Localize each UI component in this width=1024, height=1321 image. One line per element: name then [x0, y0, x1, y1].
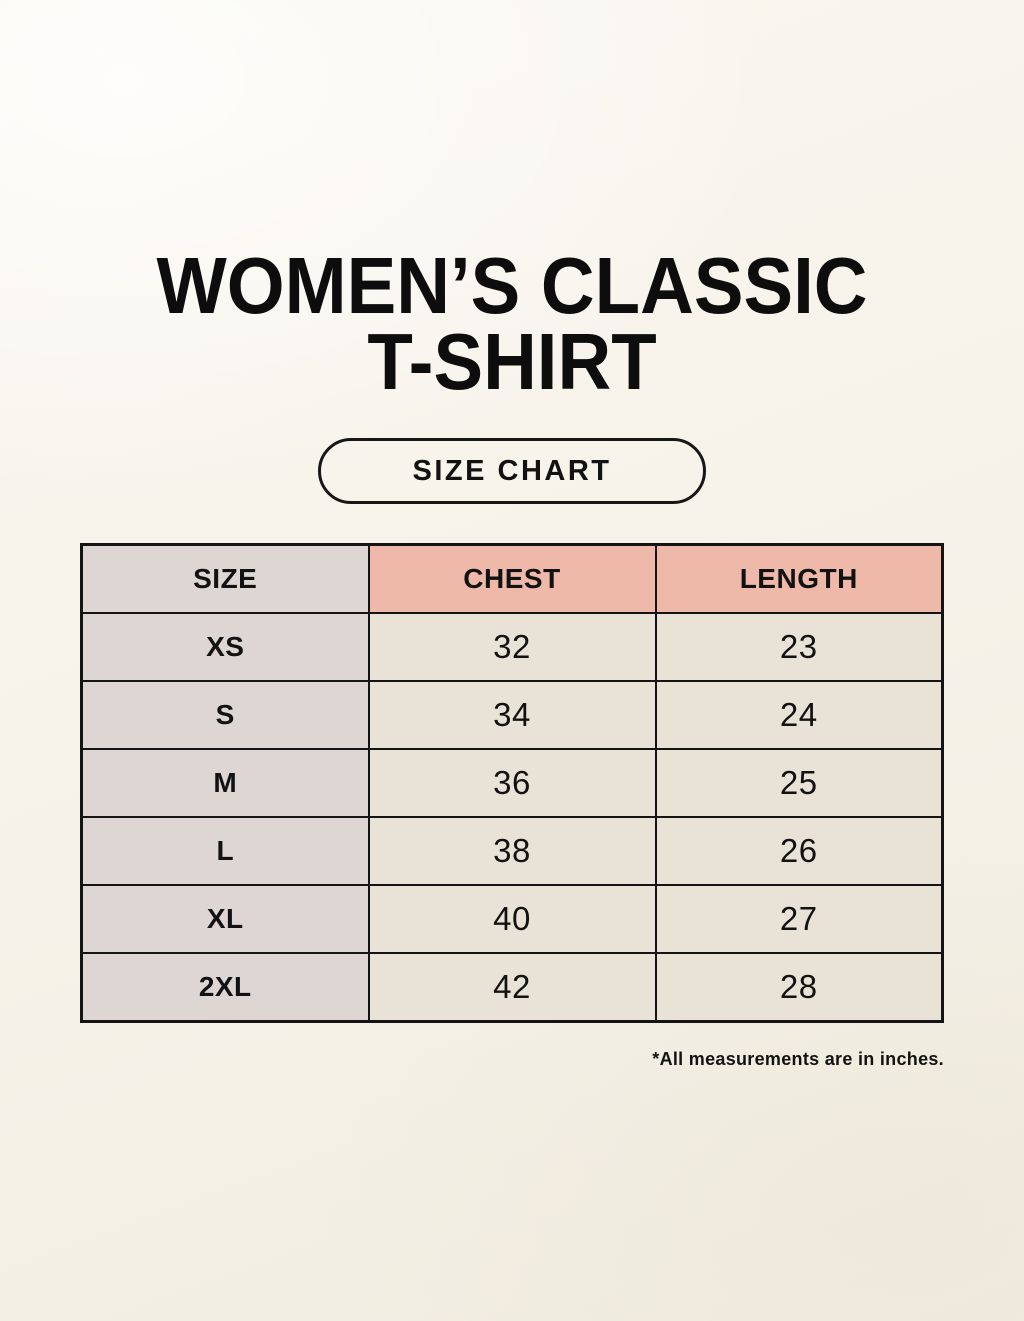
size-chart-badge-label: SIZE CHART — [412, 454, 612, 487]
chest-cell: 42 — [367, 952, 657, 1023]
size-cell: S — [80, 680, 370, 750]
size-cell: XL — [80, 884, 370, 954]
size-chart-table-container: SIZE CHEST LENGTH XS 32 23 S 34 24 M 36 … — [80, 543, 944, 1023]
measurements-footnote: *All measurements are in inches. — [652, 1049, 944, 1069]
page-title-line2: T-SHIRT — [367, 317, 657, 406]
length-cell: 23 — [654, 612, 944, 682]
chest-cell: 36 — [367, 748, 657, 818]
table-row: S 34 24 — [80, 680, 944, 750]
length-cell: 25 — [654, 748, 944, 818]
size-cell: XS — [80, 612, 370, 682]
chest-cell: 40 — [367, 884, 657, 954]
length-cell: 28 — [654, 952, 944, 1023]
size-cell: M — [80, 748, 370, 818]
table-row: 2XL 42 28 — [80, 952, 944, 1023]
size-chart-badge: SIZE CHART — [318, 438, 706, 504]
table-row: M 36 25 — [80, 748, 944, 818]
size-chart-table: SIZE CHEST LENGTH XS 32 23 S 34 24 M 36 … — [80, 543, 944, 1023]
length-cell: 26 — [654, 816, 944, 886]
length-cell: 27 — [654, 884, 944, 954]
length-cell: 24 — [654, 680, 944, 750]
page-title: WOMEN’S CLASSIC T-SHIRT — [36, 246, 988, 402]
chest-cell: 32 — [367, 612, 657, 682]
header-cell-size: SIZE — [80, 543, 370, 614]
size-cell: 2XL — [80, 952, 370, 1023]
chest-cell: 34 — [367, 680, 657, 750]
header-cell-length: LENGTH — [654, 543, 944, 614]
header-cell-chest: CHEST — [367, 543, 657, 614]
page-title-line1: WOMEN’S CLASSIC — [156, 241, 868, 330]
table-row: XL 40 27 — [80, 884, 944, 954]
table-row: L 38 26 — [80, 816, 944, 886]
chest-cell: 38 — [367, 816, 657, 886]
size-cell: L — [80, 816, 370, 886]
table-header-row: SIZE CHEST LENGTH — [80, 543, 944, 614]
table-row: XS 32 23 — [80, 612, 944, 682]
